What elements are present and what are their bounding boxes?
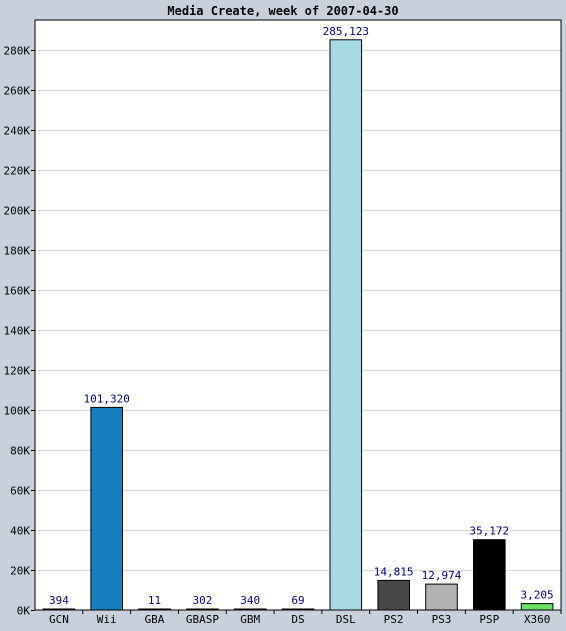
y-tick-label: 20K <box>10 565 30 578</box>
y-tick-label: 200K <box>4 205 31 218</box>
x-tick-label-gbasp: GBASP <box>186 613 219 626</box>
x-tick-label-ps2: PS2 <box>384 613 404 626</box>
bar-dsl <box>329 39 363 611</box>
y-tick-label: 40K <box>10 525 30 538</box>
y-tick-label: 240K <box>4 125 31 138</box>
x-tick-label-x360: X360 <box>524 613 551 626</box>
x-tick-label-psp: PSP <box>479 613 499 626</box>
chart-title: Media Create, week of 2007-04-30 <box>167 4 398 18</box>
bar-x360 <box>520 603 554 611</box>
value-label-gcn: 394 <box>49 594 69 607</box>
x-tick-label-ds: DS <box>291 613 304 626</box>
y-tick-label: 180K <box>4 245 31 258</box>
x-tick-label-gcn: GCN <box>49 613 69 626</box>
x-tick-label-gba: GBA <box>145 613 165 626</box>
y-tick-label: 0K <box>17 605 31 618</box>
value-label-dsl: 285,123 <box>323 25 369 38</box>
x-tick-label-dsl: DSL <box>336 613 356 626</box>
plot-border <box>34 19 562 611</box>
y-tick-label: 120K <box>4 365 31 378</box>
y-tick-label: 80K <box>10 445 30 458</box>
value-label-gbasp: 302 <box>192 594 212 607</box>
bar-ps2 <box>377 579 410 611</box>
bar-psp <box>473 539 506 611</box>
x-tick-label-wii: Wii <box>97 613 117 626</box>
value-label-ps2: 14,815 <box>374 565 414 578</box>
y-tick-label: 220K <box>4 165 31 178</box>
value-label-ps3: 12,974 <box>422 569 462 582</box>
x-axis: GCN Wii GBA GBASP GBM DS DSL PS2 PS3 PSP X360 <box>49 610 562 626</box>
y-tick-label: 160K <box>4 285 31 298</box>
value-label-wii: 101,320 <box>84 392 130 405</box>
value-label-ds: 69 <box>291 594 304 607</box>
y-tick-label: 140K <box>4 325 31 338</box>
bar-wii <box>90 406 124 611</box>
value-labels: 394 101,320 11 302 340 69 285,123 14,815 12,974 3… <box>49 25 554 607</box>
value-label-gba: 11 <box>148 594 161 607</box>
value-label-psp: 35,172 <box>469 525 509 538</box>
value-label-x360: 3,205 <box>521 589 554 602</box>
y-tick-label: 100K <box>4 405 31 418</box>
y-tick-label: 60K <box>10 485 30 498</box>
bar-ps3 <box>425 583 458 611</box>
x-tick-label-gbm: GBM <box>240 613 260 626</box>
x-tick-label-ps3: PS3 <box>432 613 452 626</box>
y-axis: 0K 20K 40K 60K 80K 100K 120K 140K 160K 180K 200K 22… <box>4 45 35 618</box>
y-tick-label: 260K <box>4 85 31 98</box>
value-label-gbm: 340 <box>240 594 260 607</box>
y-tick-label: 280K <box>4 45 31 58</box>
